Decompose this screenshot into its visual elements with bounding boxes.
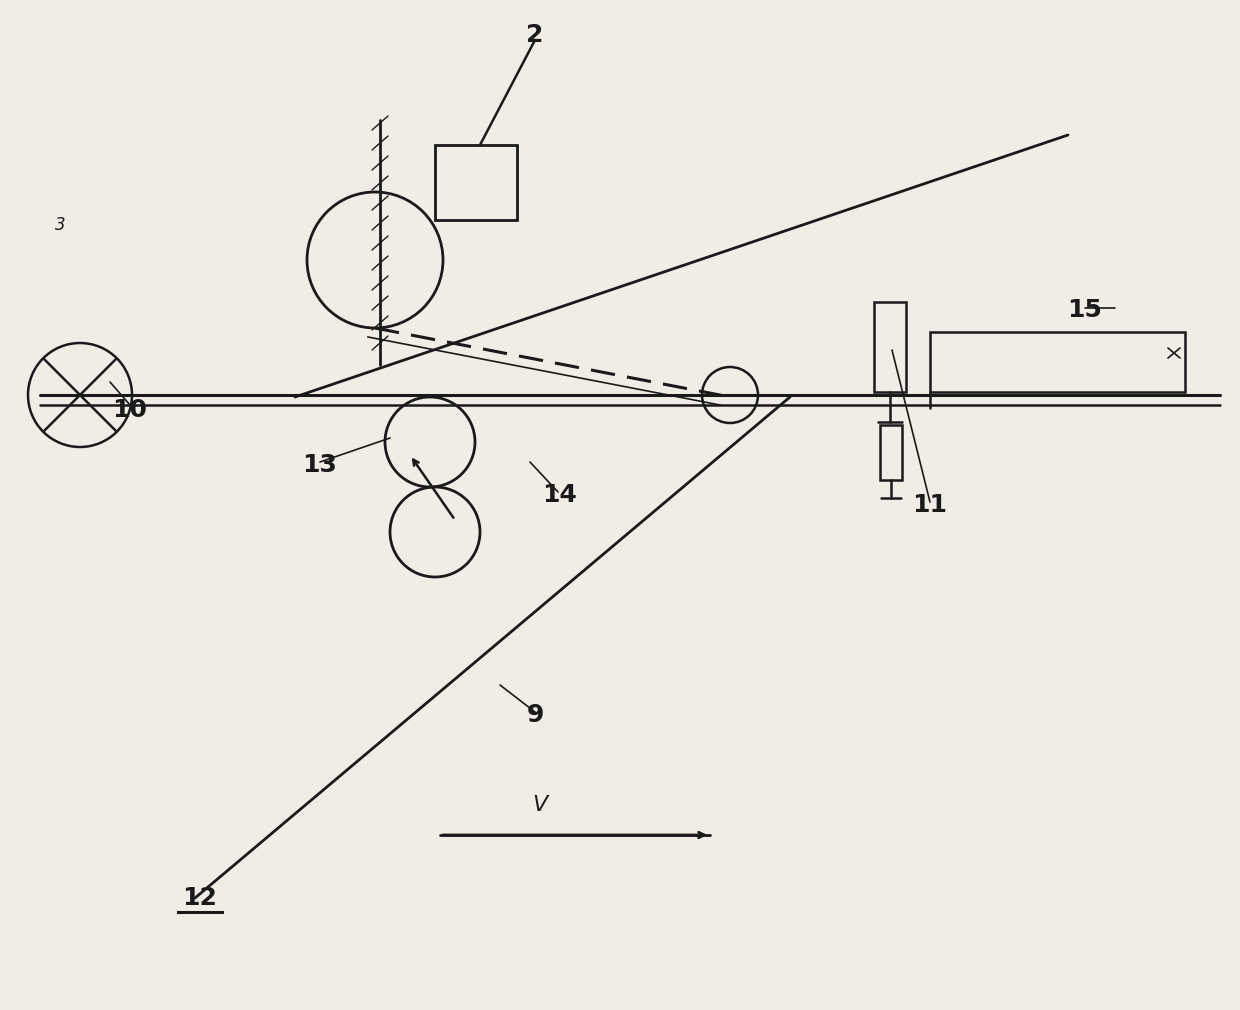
Bar	[880, 425, 901, 480]
Text: 12: 12	[182, 886, 217, 910]
Text: 9: 9	[526, 703, 543, 727]
Bar	[435, 145, 517, 220]
Text: 3: 3	[55, 216, 66, 234]
Text: 13: 13	[303, 453, 337, 477]
Text: V: V	[532, 795, 548, 815]
Text: 11: 11	[913, 493, 947, 517]
Bar	[874, 302, 906, 392]
Text: 14: 14	[543, 483, 578, 507]
Text: 10: 10	[113, 398, 148, 422]
Bar	[930, 332, 1185, 392]
Text: 15: 15	[1068, 298, 1102, 322]
Text: 2: 2	[526, 23, 543, 47]
